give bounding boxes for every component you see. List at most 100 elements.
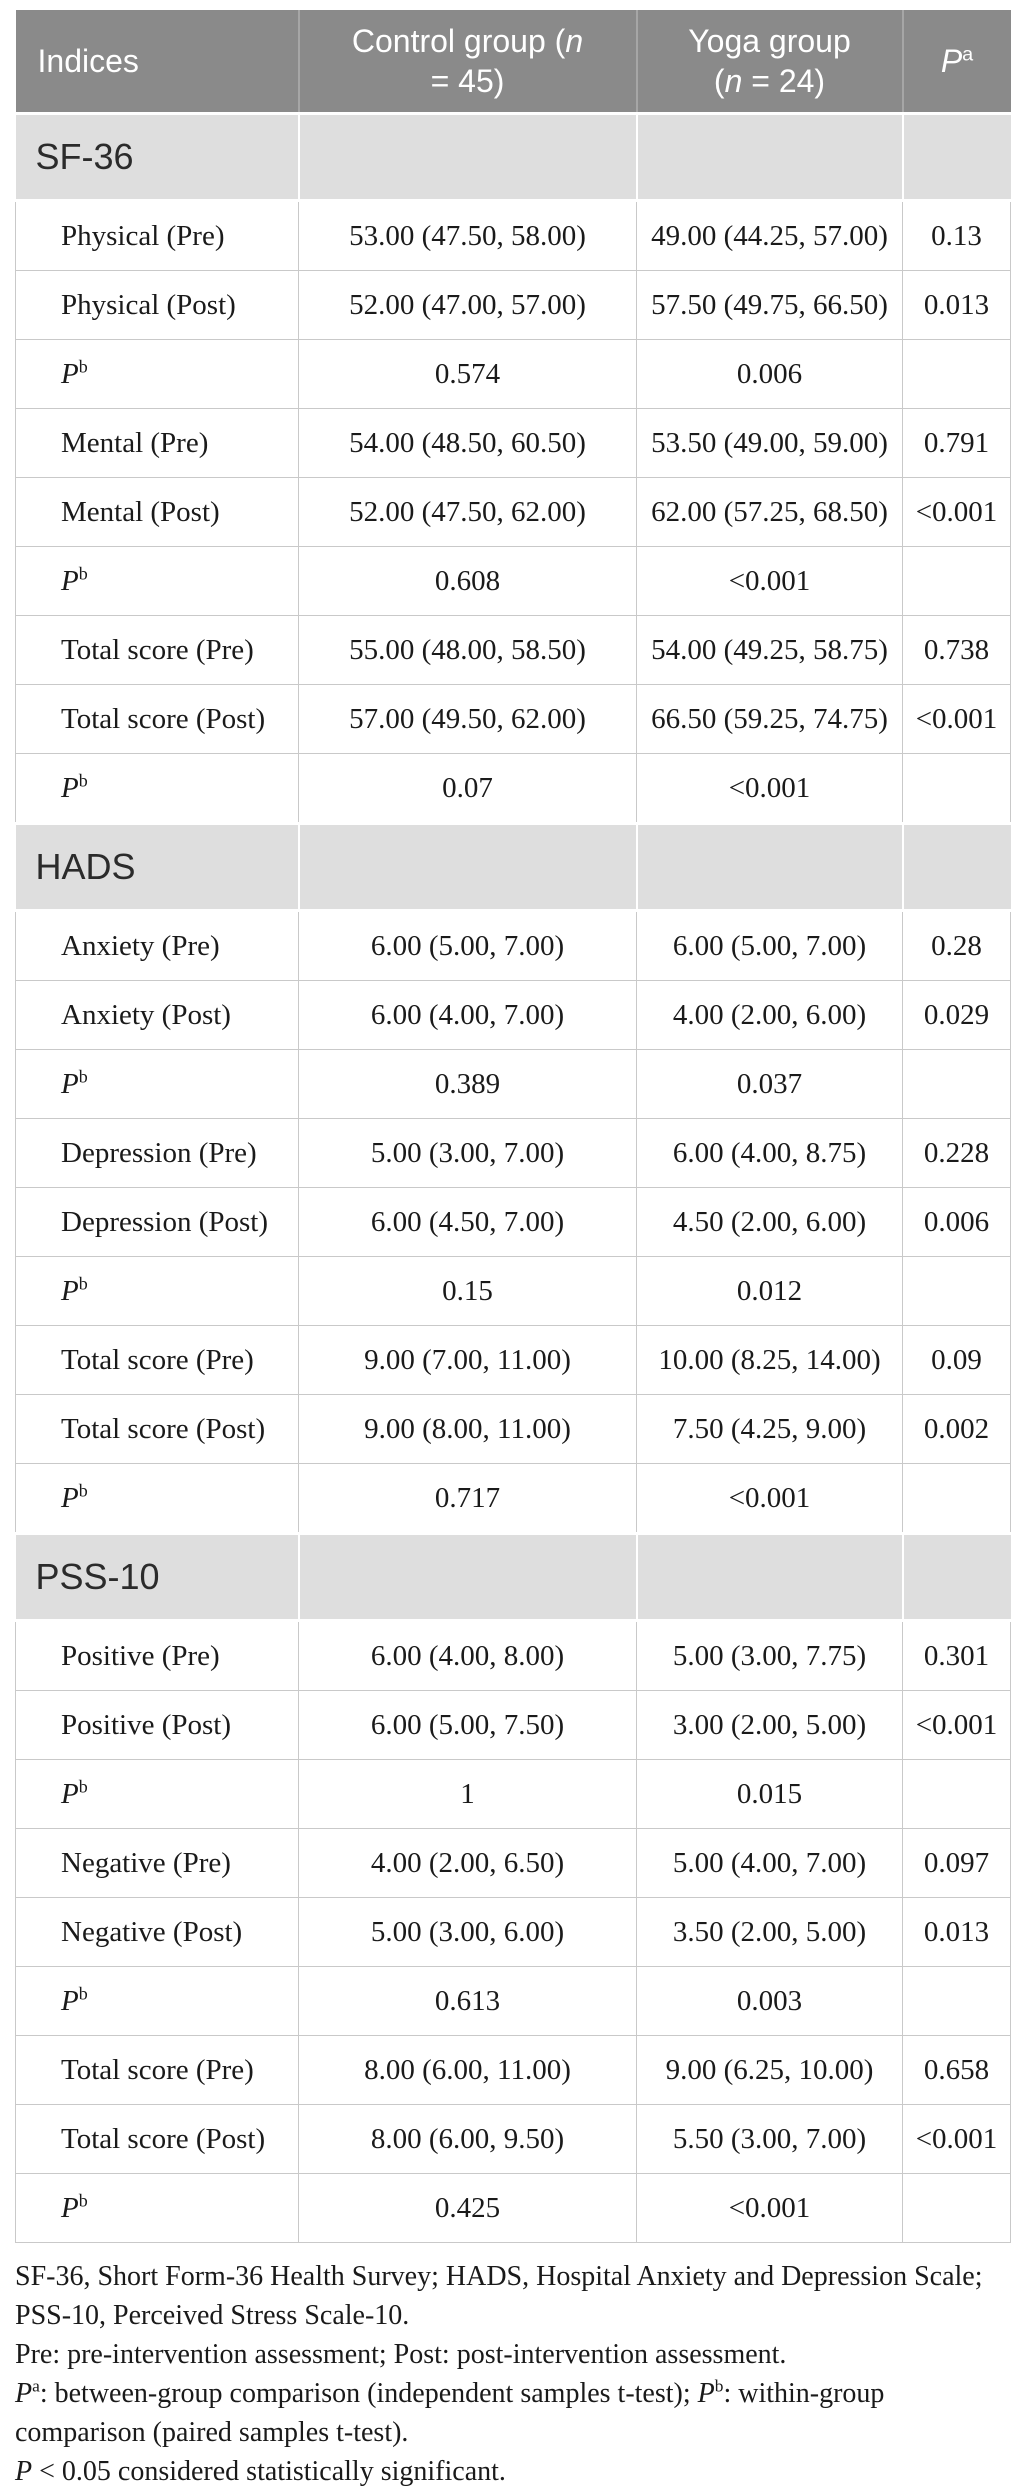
row-label: Negative (Post) bbox=[15, 1897, 299, 1967]
between-group-p-value: 0.738 bbox=[902, 615, 1011, 685]
row-label-p: Pb bbox=[15, 1966, 299, 2036]
table-row: Total score (Post) 57.00 (49.50, 62.00) … bbox=[15, 684, 1011, 754]
section-spacer bbox=[635, 822, 903, 912]
column-header-control-group: Control group (n = 45) bbox=[297, 10, 637, 114]
yoga-group-value: 5.00 (4.00, 7.00) bbox=[636, 1828, 903, 1898]
control-group-p-value: 1 bbox=[298, 1759, 637, 1829]
between-group-p-value: <0.001 bbox=[902, 684, 1011, 754]
yoga-group-p-value: 0.006 bbox=[636, 339, 903, 409]
table-row: Anxiety (Pre) 6.00 (5.00, 7.00) 6.00 (5.… bbox=[15, 910, 1011, 981]
empty-cell bbox=[902, 546, 1011, 616]
table-row: Depression (Pre) 5.00 (3.00, 7.00) 6.00 … bbox=[15, 1118, 1011, 1188]
row-label: Negative (Pre) bbox=[15, 1828, 299, 1898]
yoga-group-p-value: 0.015 bbox=[636, 1759, 903, 1829]
section-title: PSS-10 bbox=[15, 1532, 299, 1622]
row-label-p: Pb bbox=[15, 2173, 299, 2243]
yoga-group-value: 6.00 (4.00, 8.75) bbox=[636, 1118, 903, 1188]
table-row: Mental (Pre) 54.00 (48.50, 60.50) 53.50 … bbox=[15, 408, 1011, 478]
control-group-p-value: 0.425 bbox=[298, 2173, 637, 2243]
row-label-p: Pb bbox=[15, 753, 299, 824]
empty-cell bbox=[902, 1759, 1011, 1829]
yoga-group-value: 7.50 (4.25, 9.00) bbox=[636, 1394, 903, 1464]
section-spacer bbox=[297, 822, 637, 912]
control-group-value: 54.00 (48.50, 60.50) bbox=[298, 408, 637, 478]
row-label: Positive (Pre) bbox=[15, 1620, 299, 1691]
section-spacer bbox=[635, 1532, 903, 1622]
section-spacer bbox=[901, 822, 1011, 912]
row-label-p: Pb bbox=[15, 1759, 299, 1829]
between-group-p-value: <0.001 bbox=[902, 1690, 1011, 1760]
table-row: Total score (Pre) 55.00 (48.00, 58.50) 5… bbox=[15, 615, 1011, 685]
table-row: Positive (Post) 6.00 (5.00, 7.50) 3.00 (… bbox=[15, 1690, 1011, 1760]
yoga-group-value: 5.50 (3.00, 7.00) bbox=[636, 2104, 903, 2174]
control-group-value: 5.00 (3.00, 7.00) bbox=[298, 1118, 637, 1188]
empty-cell bbox=[902, 2173, 1011, 2243]
empty-cell bbox=[902, 1049, 1011, 1119]
yoga-group-value: 62.00 (57.25, 68.50) bbox=[636, 477, 903, 547]
p-header-superscript: a bbox=[962, 43, 974, 66]
row-label: Anxiety (Pre) bbox=[15, 910, 299, 981]
within-group-p-row: Pb 0.574 0.006 bbox=[15, 339, 1011, 409]
p-label-superscript: b bbox=[78, 2189, 88, 2210]
within-group-p-row: Pb 0.717 <0.001 bbox=[15, 1463, 1011, 1534]
empty-cell bbox=[902, 1463, 1011, 1534]
yoga-group-value: 3.50 (2.00, 5.00) bbox=[636, 1897, 903, 1967]
footnote-text: < 0.05 considered statistically signific… bbox=[32, 2456, 506, 2487]
control-group-value: 4.00 (2.00, 6.50) bbox=[298, 1828, 637, 1898]
control-group-value: 55.00 (48.00, 58.50) bbox=[298, 615, 637, 685]
table-row: Positive (Pre) 6.00 (4.00, 8.00) 5.00 (3… bbox=[15, 1620, 1011, 1691]
within-group-p-row: Pb 1 0.015 bbox=[15, 1759, 1011, 1829]
p-label-italic: P bbox=[61, 1777, 79, 1810]
table-row: Negative (Pre) 4.00 (2.00, 6.50) 5.00 (4… bbox=[15, 1828, 1011, 1898]
section-title: HADS bbox=[15, 822, 299, 912]
footnote-superscript: b bbox=[714, 2376, 724, 2396]
p-label-superscript: b bbox=[78, 769, 88, 790]
control-group-value: 53.00 (47.50, 58.00) bbox=[298, 200, 637, 271]
p-header-italic: P bbox=[940, 43, 963, 79]
within-group-p-row: Pb 0.608 <0.001 bbox=[15, 546, 1011, 616]
row-label: Total score (Post) bbox=[15, 1394, 299, 1464]
yoga-header-n-italic: n bbox=[724, 63, 743, 99]
yoga-group-value: 4.00 (2.00, 6.00) bbox=[636, 980, 903, 1050]
footnote-line: P < 0.05 considered statistically signif… bbox=[15, 2452, 1010, 2491]
section-spacer bbox=[297, 112, 637, 202]
between-group-p-value: 0.013 bbox=[902, 270, 1011, 340]
p-label-superscript: b bbox=[78, 1272, 88, 1293]
section-header-row: SF-36 bbox=[15, 112, 1011, 202]
p-label-italic: P bbox=[61, 1984, 79, 2017]
p-label-italic: P bbox=[61, 1067, 79, 1100]
p-label-italic: P bbox=[61, 1481, 79, 1514]
control-group-p-value: 0.608 bbox=[298, 546, 637, 616]
between-group-p-value: <0.001 bbox=[902, 2104, 1011, 2174]
table-row: Total score (Pre) 9.00 (7.00, 11.00) 10.… bbox=[15, 1325, 1011, 1395]
yoga-group-value: 5.00 (3.00, 7.75) bbox=[636, 1620, 903, 1691]
yoga-group-value: 10.00 (8.25, 14.00) bbox=[636, 1325, 903, 1395]
p-label-italic: P bbox=[61, 564, 79, 597]
control-group-value: 9.00 (8.00, 11.00) bbox=[298, 1394, 637, 1464]
yoga-group-value: 6.00 (5.00, 7.00) bbox=[636, 910, 903, 981]
between-group-p-value: 0.09 bbox=[902, 1325, 1011, 1395]
control-group-p-value: 0.07 bbox=[298, 753, 637, 824]
p-label-italic: P bbox=[61, 2191, 79, 2224]
row-label: Total score (Post) bbox=[15, 2104, 299, 2174]
empty-cell bbox=[902, 1966, 1011, 2036]
row-label: Positive (Post) bbox=[15, 1690, 299, 1760]
between-group-p-value: 0.228 bbox=[902, 1118, 1011, 1188]
control-group-p-value: 0.15 bbox=[298, 1256, 637, 1326]
yoga-group-p-value: 0.003 bbox=[636, 1966, 903, 2036]
yoga-group-value: 9.00 (6.25, 10.00) bbox=[636, 2035, 903, 2105]
row-label-p: Pb bbox=[15, 1049, 299, 1119]
row-label: Total score (Post) bbox=[15, 684, 299, 754]
table-row: Physical (Pre) 53.00 (47.50, 58.00) 49.0… bbox=[15, 200, 1011, 271]
between-group-p-value: 0.658 bbox=[902, 2035, 1011, 2105]
p-label-superscript: b bbox=[78, 562, 88, 583]
yoga-header-line1: Yoga group bbox=[688, 23, 851, 59]
table-row: Anxiety (Post) 6.00 (4.00, 7.00) 4.00 (2… bbox=[15, 980, 1011, 1050]
yoga-group-p-value: 0.012 bbox=[636, 1256, 903, 1326]
yoga-group-value: 49.00 (44.25, 57.00) bbox=[636, 200, 903, 271]
p-label-superscript: b bbox=[78, 1982, 88, 2003]
control-group-p-value: 0.574 bbox=[298, 339, 637, 409]
empty-cell bbox=[902, 753, 1011, 824]
between-group-p-value: 0.097 bbox=[902, 1828, 1011, 1898]
